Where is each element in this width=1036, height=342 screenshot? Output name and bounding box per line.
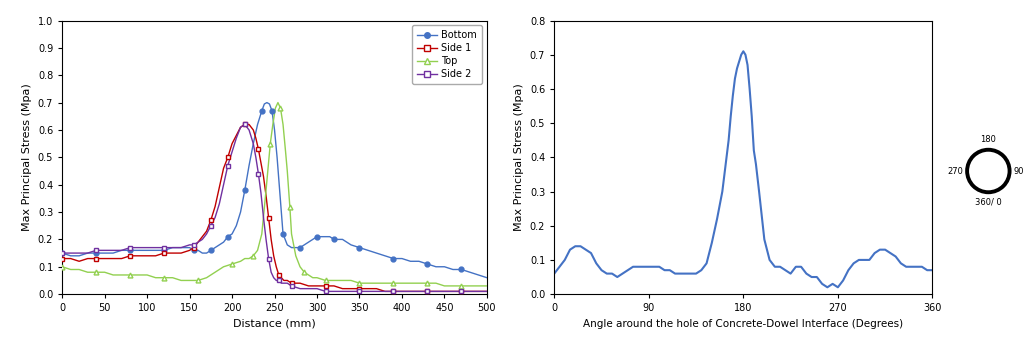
Y-axis label: Max Principal Stress (Mpa): Max Principal Stress (Mpa) — [514, 83, 524, 231]
Y-axis label: Max Principal Stress (Mpa): Max Principal Stress (Mpa) — [22, 83, 32, 231]
Legend: Bottom, Side 1, Top, Side 2: Bottom, Side 1, Top, Side 2 — [412, 25, 482, 84]
Text: 360/ 0: 360/ 0 — [975, 198, 1002, 207]
Text: 90: 90 — [1014, 167, 1025, 175]
Text: 180: 180 — [980, 135, 997, 144]
X-axis label: Angle around the hole of Concrete-Dowel Interface (Degrees): Angle around the hole of Concrete-Dowel … — [583, 319, 903, 329]
X-axis label: Distance (mm): Distance (mm) — [233, 319, 316, 329]
Text: 270: 270 — [947, 167, 962, 175]
